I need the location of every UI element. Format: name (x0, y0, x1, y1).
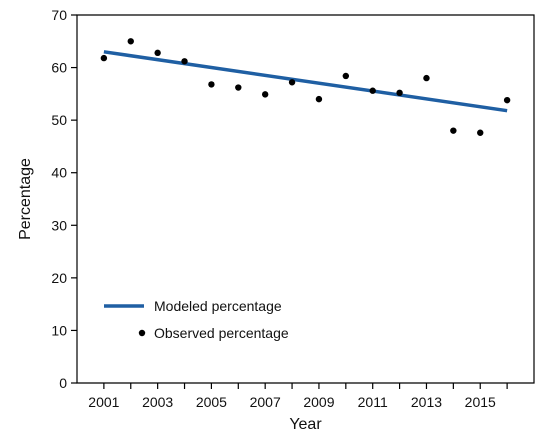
x-tick-label: 2005 (196, 394, 227, 410)
x-tick-label: 2001 (88, 394, 119, 410)
modeled-trend-line (103, 50, 508, 113)
observed-point (288, 79, 296, 86)
observed-point (315, 95, 323, 103)
observed-point (423, 74, 430, 82)
observed-point (396, 89, 403, 97)
observed-point (261, 91, 269, 98)
y-tick-label: 50 (51, 112, 67, 128)
observed-point (450, 127, 457, 134)
y-tick-label: 40 (51, 165, 67, 181)
observed-point (127, 38, 134, 45)
y-tick-label: 20 (51, 270, 67, 286)
plot-area (100, 38, 511, 136)
observed-point (477, 129, 484, 136)
y-axis-title: Percentage (17, 158, 34, 240)
x-tick-label: 2007 (250, 394, 281, 410)
x-tick-label: 2003 (142, 394, 173, 410)
observed-point (181, 58, 188, 65)
y-tick-label: 0 (59, 375, 67, 391)
y-tick-label: 70 (51, 7, 67, 23)
x-axis-title: Year (289, 416, 322, 433)
legend-label-modeled: Modeled percentage (154, 298, 282, 314)
observed-point (369, 87, 376, 94)
x-tick-label: 2009 (303, 394, 334, 410)
y-tick-label: 60 (51, 60, 67, 76)
legend: Modeled percentage Observed percentage (104, 298, 289, 341)
y-tick-label: 30 (51, 217, 67, 233)
x-tick-label: 2011 (358, 394, 388, 410)
plot-frame (76, 14, 535, 384)
legend-label-observed: Observed percentage (154, 325, 289, 341)
observed-point (100, 54, 108, 62)
x-tick-label: 2015 (465, 394, 496, 410)
observed-point (503, 96, 511, 104)
legend-swatch-observed (138, 329, 146, 337)
x-tick-label: 2013 (411, 394, 442, 410)
y-tick-label: 10 (51, 322, 67, 338)
observed-point (342, 72, 350, 80)
observed-point (154, 49, 161, 57)
observed-point (235, 84, 242, 91)
axes: 0 10 20 30 40 50 60 70 2001 2003 2005 2007 2009 2011 2… (51, 7, 535, 410)
observed-point (208, 81, 215, 88)
